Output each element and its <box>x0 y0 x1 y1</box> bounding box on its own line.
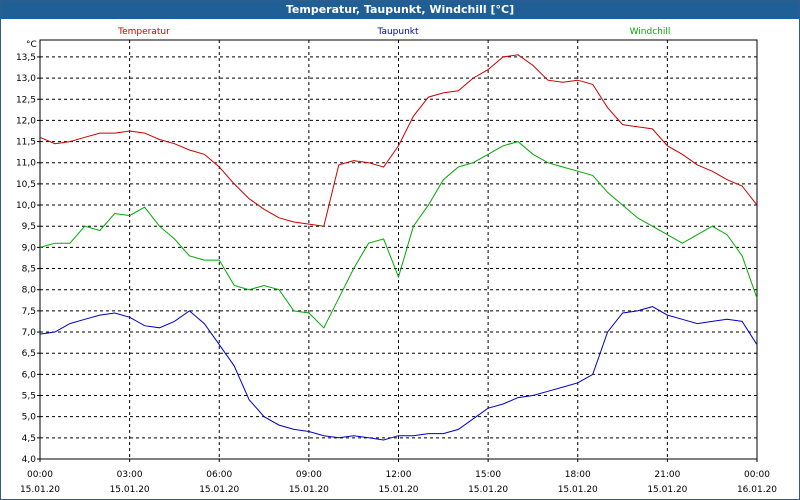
y-tick-label: 8,0 <box>22 286 37 296</box>
x-tick-date-label: 15.01.20 <box>468 485 508 495</box>
y-tick-label: 4,0 <box>22 455 37 465</box>
x-tick-date-label: 15.01.20 <box>647 485 687 495</box>
y-tick-label: 4,5 <box>22 434 36 444</box>
y-tick-label: 6,0 <box>22 370 37 380</box>
x-tick-time-label: 06:00 <box>206 470 232 480</box>
y-tick-label: 12,0 <box>16 116 36 126</box>
series-line-windchill <box>39 141 758 329</box>
x-tick-time-label: 21:00 <box>654 470 680 480</box>
y-tick-label: 8,5 <box>22 265 36 275</box>
legend-entry-temperatur: Temperatur <box>117 27 170 37</box>
legend: Temperatur Taupunkt Windchill <box>117 27 670 37</box>
y-tick-label: 11,5 <box>16 138 36 148</box>
series-lines <box>39 54 758 441</box>
x-tick-time-label: 15:00 <box>475 470 501 480</box>
y-tick-label: 5,0 <box>22 413 37 423</box>
y-tick-label: 6,5 <box>22 349 36 359</box>
y-tick-label: 10,5 <box>16 180 36 190</box>
y-tick-label: 7,5 <box>22 307 36 317</box>
series-line-temperatur <box>39 54 758 227</box>
x-axis: 00:00 15.01.20 03:00 15.01.20 06:00 15.01.20 0… <box>20 459 777 495</box>
y-axis: 4,0 4,5 5,0 5,5 6,0 6,5 7,0 7,5 8,0 8,5 9,0 9,5 10,0… <box>16 53 40 465</box>
y-tick-label: 9,0 <box>22 243 37 253</box>
x-tick-time-label: 18:00 <box>565 470 591 480</box>
y-tick-label: 13,0 <box>16 74 36 84</box>
x-tick-time-label: 03:00 <box>117 470 143 480</box>
x-tick-date-label: 15.01.20 <box>110 485 150 495</box>
x-tick-time-label: 00:00 <box>27 470 53 480</box>
x-tick-date-label: 15.01.20 <box>20 485 60 495</box>
y-axis-unit-label: °C <box>26 40 37 50</box>
window-title: Temperatur, Taupunkt, Windchill [°C] <box>1 1 799 19</box>
legend-entry-taupunkt: Taupunkt <box>376 27 419 37</box>
x-tick-date-label: 15.01.20 <box>378 485 418 495</box>
x-tick-time-label: 12:00 <box>386 470 412 480</box>
y-tick-label: 10,0 <box>16 201 36 211</box>
y-tick-label: 9,5 <box>22 222 36 232</box>
y-tick-label: 5,5 <box>22 392 36 402</box>
y-tick-label: 7,0 <box>22 328 37 338</box>
y-tick-label: 11,0 <box>16 159 36 169</box>
y-tick-label: 13,5 <box>16 53 36 63</box>
x-tick-date-label: 15.01.20 <box>558 485 598 495</box>
legend-entry-windchill: Windchill <box>630 27 671 37</box>
x-tick-date-label: 15.01.20 <box>199 485 239 495</box>
x-tick-date-label: 15.01.20 <box>289 485 329 495</box>
x-tick-date-label: 16.01.20 <box>737 485 777 495</box>
y-tick-label: 12,5 <box>16 95 36 105</box>
x-tick-time-label: 00:00 <box>744 470 770 480</box>
x-tick-time-label: 09:00 <box>296 470 322 480</box>
series-line-taupunkt <box>39 306 758 441</box>
grid-lines <box>40 40 757 459</box>
